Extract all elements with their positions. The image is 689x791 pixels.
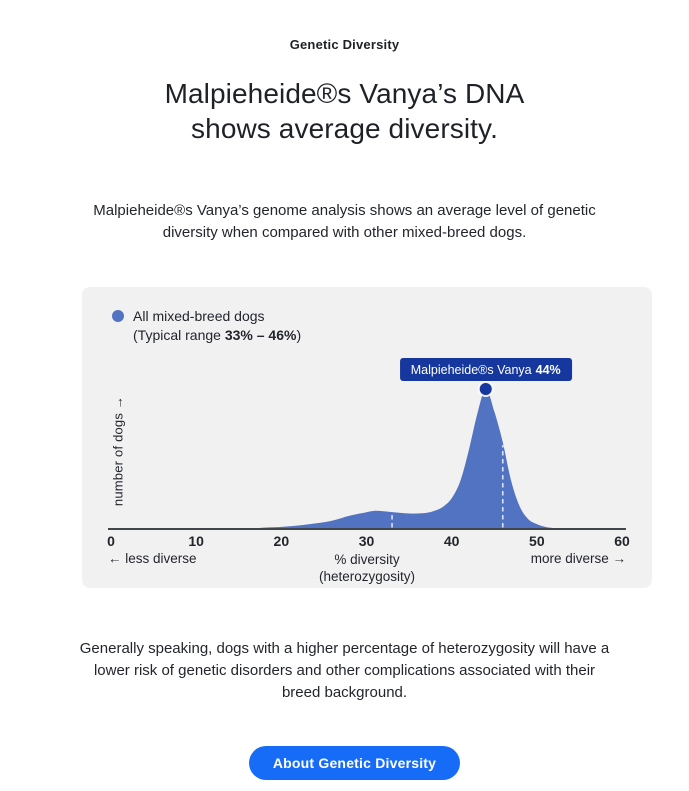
y-axis-label: number of dogs → xyxy=(110,395,126,507)
axis-note-more-diverse: more diverse → xyxy=(530,551,626,566)
series-color-dot xyxy=(112,310,124,322)
intro-paragraph: Malpieheide®s Vanya’s genome analysis sh… xyxy=(93,202,596,241)
legend-range-suffix: ) xyxy=(296,327,302,343)
x-axis-title-line1: % diversity xyxy=(334,552,400,567)
diversity-curve-svg xyxy=(108,381,626,530)
dog-marker-dot xyxy=(477,381,494,397)
page-title-line2: shows average diversity. xyxy=(191,113,498,144)
chart-legend: All mixed-breed dogs (Typical range 33% … xyxy=(112,307,301,345)
tooltip-diversity-value: 44% xyxy=(535,362,561,377)
section-label: Genetic Diversity xyxy=(289,37,400,52)
page-title-line1: Malpieheide®s Vanya’s DNA xyxy=(164,78,525,109)
cta-container: About Genetic Diversity xyxy=(0,746,689,780)
dog-marker-tooltip: Malpieheide®s Vanya 44% xyxy=(399,358,572,381)
legend-text: All mixed-breed dogs (Typical range 33% … xyxy=(133,307,301,345)
about-genetic-diversity-button[interactable]: About Genetic Diversity xyxy=(248,746,461,780)
x-axis-title: % diversity (heterozygosity) xyxy=(82,551,652,585)
page-title: Malpieheide®s Vanya’s DNA shows average d… xyxy=(0,76,689,146)
tooltip-dog-name: Malpieheide®s Vanya xyxy=(410,362,532,377)
legend-typical-range: (Typical range 33% – 46%) xyxy=(133,326,301,345)
chart-card: All mixed-breed dogs (Typical range 33% … xyxy=(82,287,652,588)
distribution-area xyxy=(247,388,563,529)
legend-series-label: All mixed-breed dogs xyxy=(133,308,265,324)
x-axis-title-line2: (heterozygosity) xyxy=(318,569,416,584)
axis-note-less-diverse: ← less diverse xyxy=(108,551,197,566)
legend-range-prefix: (Typical range xyxy=(133,327,225,343)
legend-range-value: 33% – 46% xyxy=(224,327,297,343)
summary-paragraph: Generally speaking, dogs with a higher p… xyxy=(79,640,610,701)
